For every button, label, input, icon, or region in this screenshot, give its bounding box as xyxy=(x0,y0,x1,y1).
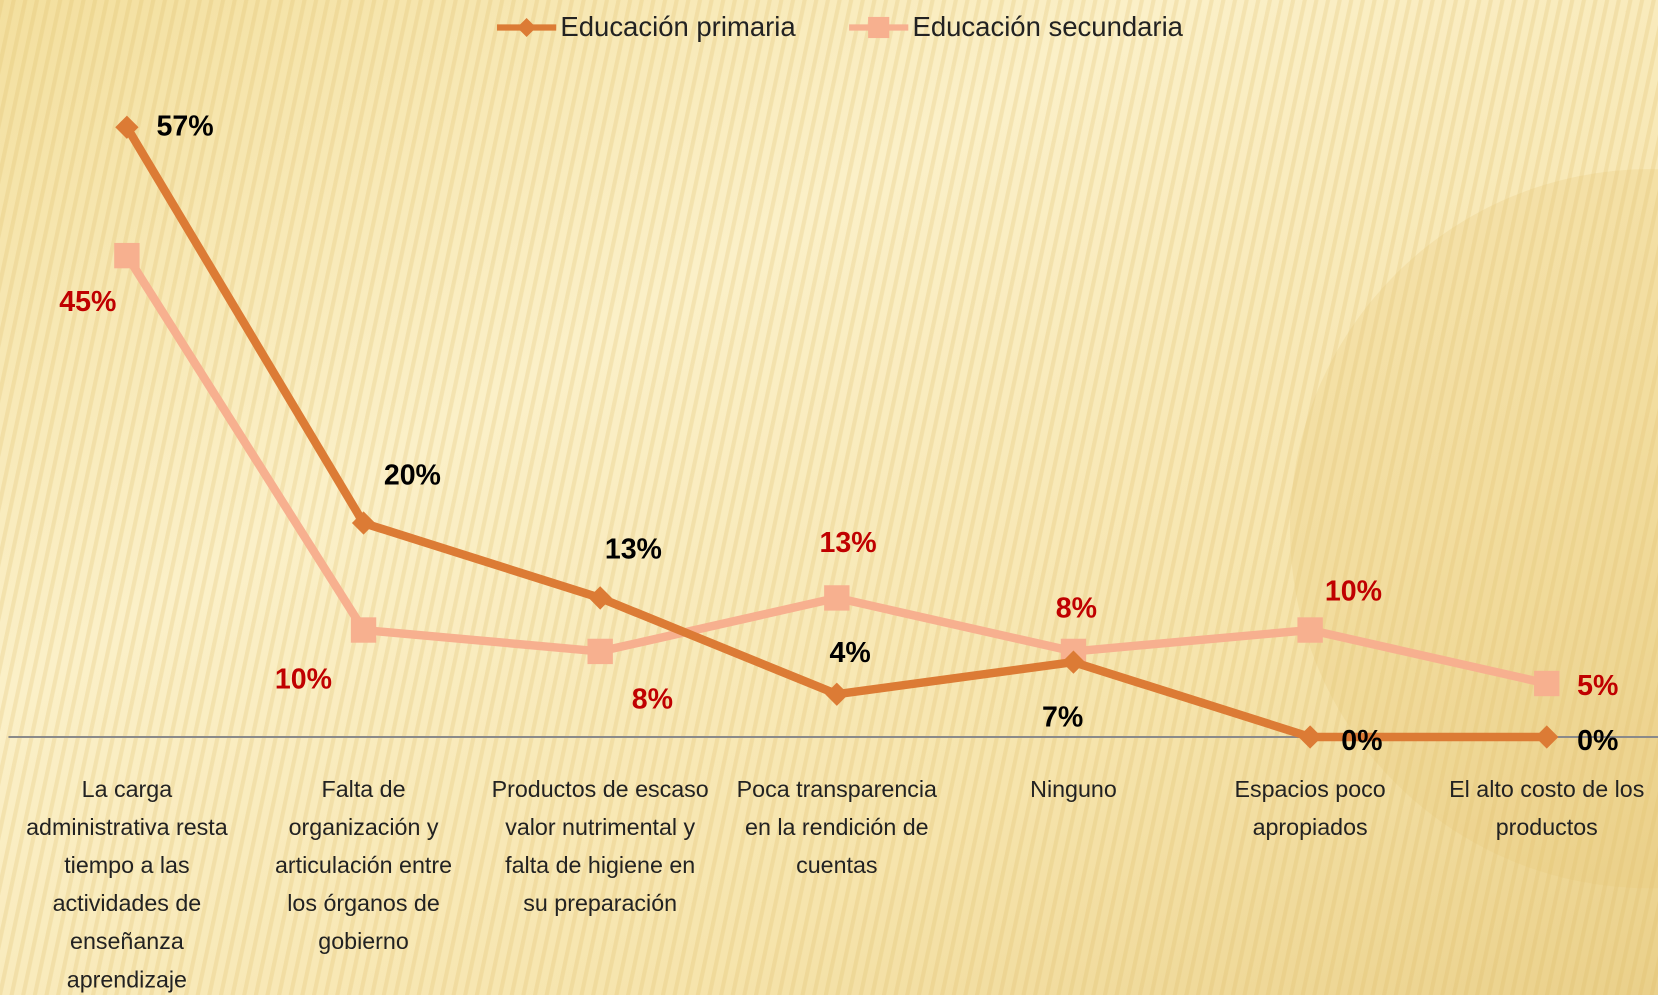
legend-marker xyxy=(868,16,890,39)
point-marker xyxy=(825,682,849,706)
data-label: 45% xyxy=(59,286,116,318)
data-label: 8% xyxy=(632,684,673,716)
data-label: 10% xyxy=(1325,576,1382,608)
x-tick-label: Productos de escaso valor nutrimental y fa… xyxy=(492,776,709,916)
legend-label: Educación secundaria xyxy=(913,11,1184,42)
point-marker xyxy=(350,617,377,643)
data-label: 0% xyxy=(1577,725,1618,757)
data-label: 57% xyxy=(156,110,213,142)
point-marker xyxy=(114,242,140,269)
x-tick-label: El alto costo de los productos xyxy=(1449,776,1644,840)
x-tick-label: Falta de organización y articulación entre… xyxy=(275,776,452,954)
point-marker xyxy=(824,585,850,611)
x-tick-label: Poca transparencia en la rendición de cuen… xyxy=(737,776,937,878)
legend-label: Educación primaria xyxy=(560,11,796,42)
data-label: 4% xyxy=(830,637,871,669)
point-marker xyxy=(588,586,612,610)
point-marker xyxy=(1298,725,1322,749)
x-tick-label: Ninguno xyxy=(1030,776,1117,802)
data-label: 7% xyxy=(1042,702,1083,734)
data-label: 0% xyxy=(1341,725,1382,757)
background-glow xyxy=(1290,169,1658,889)
data-label: 5% xyxy=(1577,670,1618,702)
data-label: 13% xyxy=(819,527,876,559)
data-label: 8% xyxy=(1056,593,1097,625)
data-label: 10% xyxy=(275,664,332,696)
x-tick-label: Espacios poco apropiados xyxy=(1235,776,1386,840)
point-marker xyxy=(1535,725,1559,749)
point-marker xyxy=(115,115,139,139)
legend-marker xyxy=(517,17,537,38)
point-marker xyxy=(351,511,376,535)
point-marker xyxy=(1297,617,1323,643)
point-marker xyxy=(587,638,613,665)
data-label: 13% xyxy=(605,533,662,565)
point-marker xyxy=(1534,670,1560,697)
x-tick-label: La carga administrativa resta tiempo a las… xyxy=(26,776,228,992)
data-label: 20% xyxy=(384,459,441,491)
